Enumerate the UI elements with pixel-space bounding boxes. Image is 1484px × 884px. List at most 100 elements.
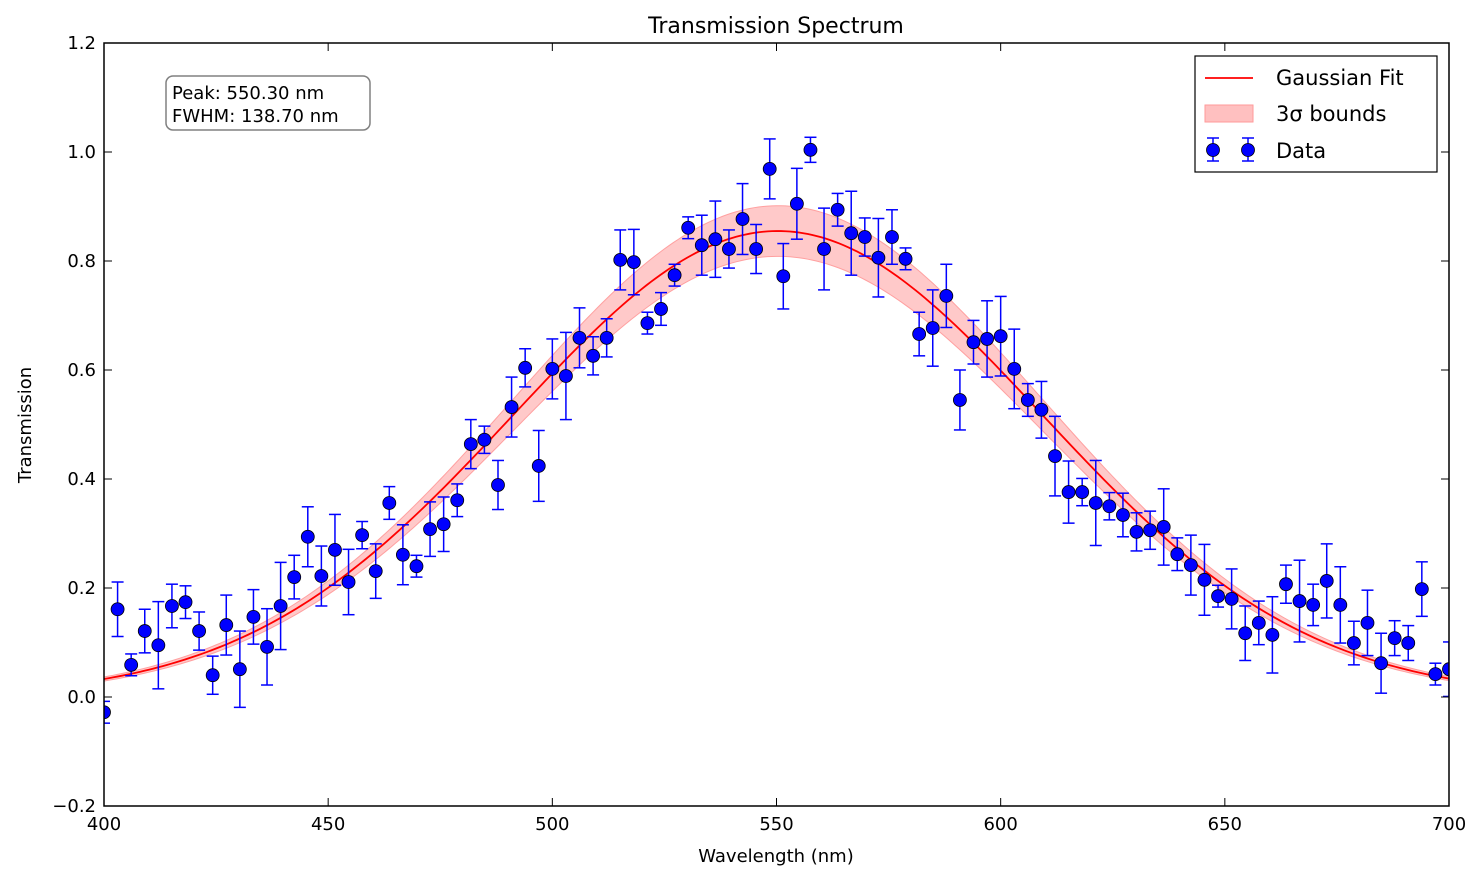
legend: Gaussian Fit 3σ bounds Data xyxy=(1194,55,1438,173)
data-point xyxy=(817,207,831,291)
data-point xyxy=(1143,510,1158,551)
gaussian-fit-line xyxy=(104,230,1449,680)
data-point xyxy=(395,524,410,586)
data-marker xyxy=(993,329,1008,344)
data-point xyxy=(1061,460,1076,524)
data-point xyxy=(1048,415,1062,497)
data-marker xyxy=(1319,574,1334,588)
data-point xyxy=(735,182,750,256)
data-point xyxy=(273,561,288,651)
data-point xyxy=(925,289,940,367)
data-point xyxy=(857,217,872,257)
data-marker xyxy=(1170,547,1185,562)
data-marker xyxy=(803,142,818,157)
annotation-fwhm: FWHM: 138.70 nm xyxy=(172,106,339,127)
y-tick-label: 1.2 xyxy=(67,33,96,54)
x-tick-label: 700 xyxy=(1432,814,1466,835)
data-marker xyxy=(1306,597,1321,612)
data-marker xyxy=(1183,558,1198,573)
x-tick-label: 550 xyxy=(759,814,793,835)
data-marker xyxy=(423,522,437,537)
data-marker xyxy=(341,575,356,589)
data-marker xyxy=(1007,362,1022,376)
data-marker xyxy=(1238,626,1253,641)
data-point xyxy=(219,594,234,656)
data-point xyxy=(681,216,696,240)
data-marker xyxy=(328,542,342,557)
y-axis-label: Transmission xyxy=(15,367,36,484)
data-point xyxy=(613,229,628,291)
data-point xyxy=(137,608,152,654)
legend-band-label: 3σ bounds xyxy=(1276,102,1386,126)
data-marker xyxy=(749,242,764,256)
data-point xyxy=(572,307,587,369)
data-marker xyxy=(409,559,424,574)
data-marker xyxy=(898,251,913,266)
data-marker xyxy=(1034,402,1049,417)
data-marker xyxy=(1088,496,1103,510)
data-marker xyxy=(1374,656,1388,671)
data-point xyxy=(151,600,166,690)
data-marker xyxy=(1346,636,1361,650)
data-marker xyxy=(640,316,655,331)
sigma-band xyxy=(104,205,1449,682)
data-point xyxy=(667,263,682,287)
data-marker xyxy=(1428,667,1443,682)
data-marker xyxy=(246,609,261,624)
data-marker xyxy=(518,360,533,375)
data-marker xyxy=(104,705,111,720)
data-point xyxy=(640,311,655,335)
data-marker xyxy=(1075,485,1090,499)
data-point xyxy=(762,138,777,200)
data-marker xyxy=(1279,577,1293,592)
data-point xyxy=(232,630,247,709)
data-marker xyxy=(844,226,859,241)
data-point xyxy=(1360,589,1375,657)
data-point xyxy=(1197,543,1212,616)
data-point xyxy=(287,554,302,600)
data-point xyxy=(165,583,179,629)
data-marker xyxy=(1333,597,1348,612)
data-point xyxy=(939,263,954,329)
data-marker xyxy=(531,459,546,473)
data-point xyxy=(1428,662,1443,686)
legend-data-label: Data xyxy=(1276,139,1326,163)
data-point xyxy=(1319,543,1334,619)
data-point xyxy=(1292,559,1307,643)
data-marker xyxy=(287,570,302,584)
data-point xyxy=(885,209,899,266)
data-point xyxy=(980,300,994,378)
data-point xyxy=(260,607,274,686)
data-marker xyxy=(1211,589,1225,604)
data-point xyxy=(559,331,573,421)
data-point xyxy=(722,229,736,269)
data-marker xyxy=(789,196,804,211)
data-point xyxy=(477,425,492,455)
data-point xyxy=(599,318,614,358)
data-marker xyxy=(192,624,207,638)
data-point xyxy=(341,548,356,616)
data-point xyxy=(1374,632,1388,694)
data-point xyxy=(1075,477,1090,507)
data-point xyxy=(789,167,804,240)
data-point xyxy=(300,506,315,568)
data-point xyxy=(463,418,478,470)
data-marker xyxy=(885,230,899,244)
data-marker xyxy=(857,230,872,244)
data-marker xyxy=(708,232,723,247)
data-marker xyxy=(436,517,451,532)
chart-title: Transmission Spectrum xyxy=(647,14,904,39)
data-marker xyxy=(1129,524,1144,539)
y-tick-label: 0.2 xyxy=(67,578,96,599)
data-point xyxy=(1387,619,1402,657)
data-marker xyxy=(1197,572,1212,587)
data-marker xyxy=(232,662,247,677)
data-point xyxy=(871,217,886,298)
data-point xyxy=(423,501,437,558)
data-marker xyxy=(817,242,831,256)
data-marker xyxy=(626,255,641,269)
data-point xyxy=(749,223,764,275)
data-point xyxy=(328,513,342,587)
data-point xyxy=(409,554,424,578)
data-point xyxy=(708,200,723,279)
